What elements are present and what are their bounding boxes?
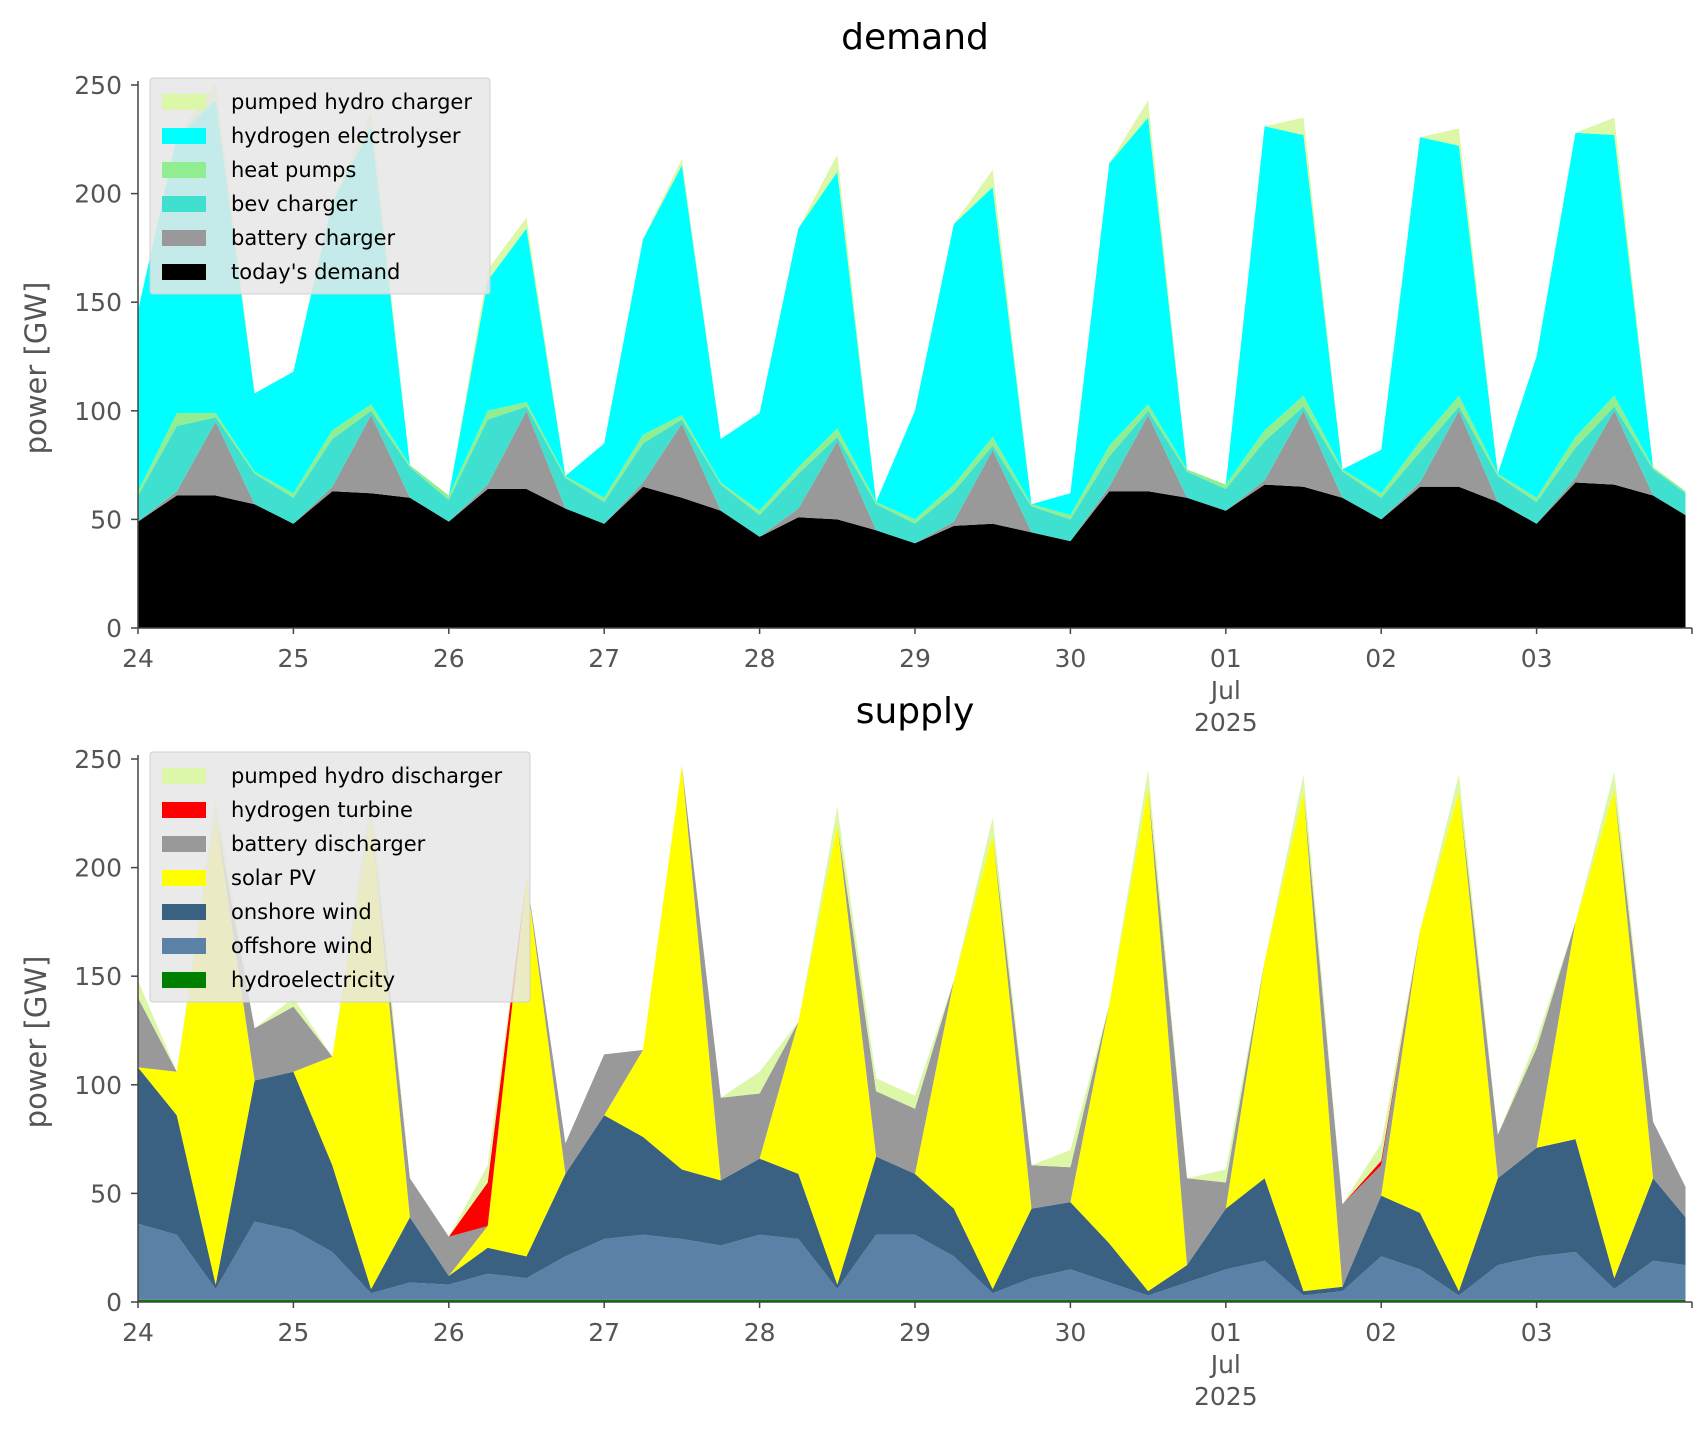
supply-legend-swatch-hydroelectricity [162,972,206,988]
supply-x-tick-label: 03 [1521,1318,1553,1347]
supply-legend-label-battery-discharger: battery discharger [231,832,426,856]
demand-x-tick-label: 28 [744,644,776,673]
demand-y-tick-label: 200 [74,180,122,209]
supply-legend-box [149,751,531,1003]
demand-legend-swatch-heat-pumps [162,162,206,178]
supply-legend-swatch-solar-pv [162,870,206,886]
demand-y-tick-label: 50 [90,505,122,534]
supply-y-tick-label: 0 [106,1288,122,1317]
demand-area-hydrogen-electrolyser [138,100,1686,520]
demand-legend-swatch-battery-charger [162,230,206,246]
demand-area-today-s-demand [138,482,1686,628]
supply-area-offshore-wind [138,1221,1686,1300]
demand-chart-title: demand [841,17,989,58]
supply-legend-swatch-offshore-wind [162,938,206,954]
demand-legend: pumped hydro charger hydrogen electrolyse… [149,77,491,295]
demand-area-battery-charger [138,410,1686,544]
demand-x-tick-label: 02 [1365,644,1397,673]
supply-legend-swatch-battery-discharger [162,836,206,852]
supply-legend-label-onshore-wind: onshore wind [231,900,372,924]
demand-axes: 0 50 100 150 200 250 24 25 26 27 28 29 30 01 Jul 2025 02… [74,71,1693,737]
supply-x-year-label: 2025 [1194,1382,1258,1411]
demand-areas [138,82,1686,628]
demand-y-tick-label: 250 [74,71,122,100]
supply-legend-label-hydroelectricity: hydroelectricity [231,968,395,992]
supply-legend-label-pumped-hydro-discharger: pumped hydro discharger [231,764,502,788]
supply-x-tick-label: 27 [588,1318,620,1347]
supply-y-tick-label: 50 [90,1179,122,1208]
supply-y-tick-label: 200 [74,854,122,883]
demand-y-tick-label: 150 [74,288,122,317]
demand-legend-swatch-today-s-demand [162,264,206,280]
demand-y-tick-label: 0 [106,614,122,643]
supply-y-axis-label: power [GW] [19,956,53,1129]
demand-y-axis-label: power [GW] [19,282,53,455]
supply-legend-label-offshore-wind: offshore wind [231,934,373,958]
demand-x-tick-label: 24 [122,644,154,673]
supply-x-tick-label: 29 [899,1318,931,1347]
demand-legend-label-hydrogen-electrolyser: hydrogen electrolyser [231,124,461,148]
demand-x-month-label: Jul [1209,676,1241,705]
supply-area-onshore-wind [138,1067,1686,1296]
supply-x-tick-label: 28 [744,1318,776,1347]
supply-legend-label-hydrogen-turbine: hydrogen turbine [231,798,413,822]
supply-x-tick-label: 25 [277,1318,309,1347]
supply-chart-title: supply [856,691,975,732]
demand-x-tick-label: 03 [1521,644,1553,673]
supply-x-tick-label: 01 [1210,1318,1242,1347]
supply-chart: supply power [GW] 0 50 100 150 200 250 24 25 26 2… [19,691,1693,1411]
demand-x-tick-label: 30 [1054,644,1086,673]
supply-legend: pumped hydro discharger hydrogen turbine b… [149,751,531,1003]
demand-x-tick-label: 29 [899,644,931,673]
demand-chart: demand power [GW] 0 50 100 150 200 250 24 25 26 2… [19,17,1693,737]
demand-legend-box [149,77,491,295]
supply-x-month-label: Jul [1209,1350,1241,1379]
demand-legend-label-heat-pumps: heat pumps [231,158,356,182]
supply-x-tick-label: 02 [1365,1318,1397,1347]
demand-legend-swatch-hydrogen-electrolyser [162,128,206,144]
demand-x-tick-label: 26 [433,644,465,673]
demand-legend-label-battery-charger: battery charger [231,226,396,250]
supply-y-tick-label: 150 [74,962,122,991]
supply-legend-swatch-pumped-hydro-discharger [162,768,206,784]
supply-x-tick-label: 26 [433,1318,465,1347]
supply-legend-label-solar-pv: solar PV [231,866,316,890]
demand-x-year-label: 2025 [1194,708,1258,737]
supply-legend-swatch-hydrogen-turbine [162,802,206,818]
demand-legend-label-bev-charger: bev charger [231,192,358,216]
supply-y-tick-label: 100 [74,1071,122,1100]
supply-x-tick-label: 30 [1054,1318,1086,1347]
demand-legend-label-pumped-hydro-charger: pumped hydro charger [231,90,472,114]
supply-x-tick-label: 24 [122,1318,154,1347]
demand-legend-label-today-s-demand: today's demand [231,260,400,284]
supply-axes: 0 50 100 150 200 250 24 25 26 27 28 29 30 01 Jul 2025 02… [74,745,1693,1411]
demand-legend-swatch-bev-charger [162,196,206,212]
supply-y-tick-label: 250 [74,745,122,774]
supply-legend-swatch-onshore-wind [162,904,206,920]
demand-y-tick-label: 100 [74,397,122,426]
demand-x-tick-label: 01 [1210,644,1242,673]
demand-x-tick-label: 27 [588,644,620,673]
demand-legend-swatch-pumped-hydro-charger [162,94,206,110]
demand-x-tick-label: 25 [277,644,309,673]
